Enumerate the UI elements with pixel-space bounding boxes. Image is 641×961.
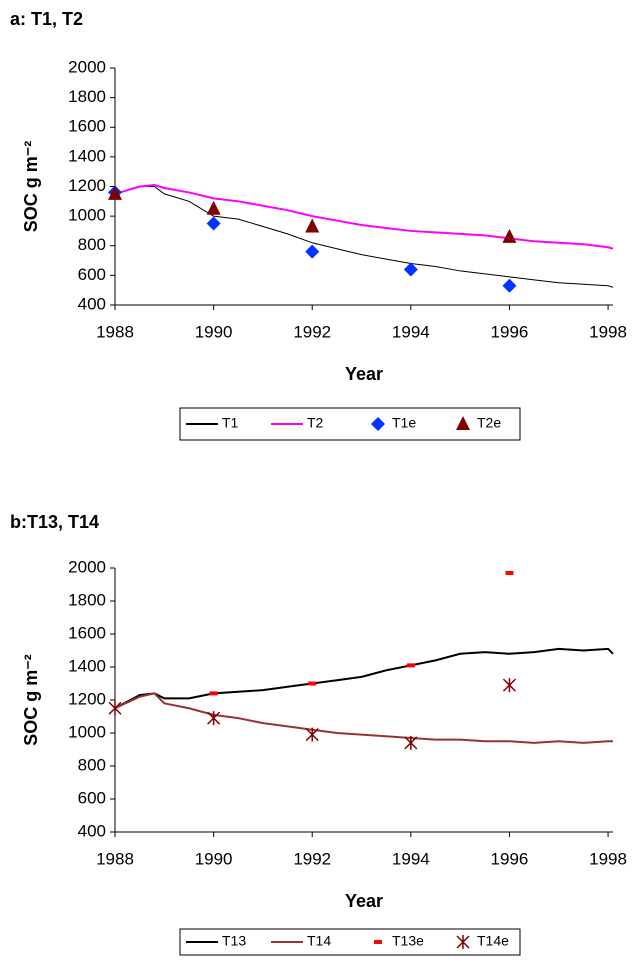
marker-asterisk xyxy=(502,678,516,693)
x-tick-label: 1994 xyxy=(392,322,430,341)
y-tick-label: 2000 xyxy=(68,57,106,76)
y-tick-label: 600 xyxy=(78,788,106,807)
y-tick-label: 1400 xyxy=(68,146,106,165)
y-tick-label: 2000 xyxy=(68,557,106,576)
series-line xyxy=(114,186,614,288)
x-tick-label: 1990 xyxy=(195,322,233,341)
y-tick-label: 1600 xyxy=(68,117,106,136)
x-axis-title: Year xyxy=(345,891,383,911)
marker-diamond xyxy=(206,216,221,231)
legend-label: T14e xyxy=(477,933,509,949)
marker-triangle xyxy=(502,228,517,243)
x-tick-label: 1998 xyxy=(589,849,627,868)
legend-label: T2 xyxy=(307,415,324,431)
x-tick-label: 1990 xyxy=(195,849,233,868)
legend-label: T14 xyxy=(307,933,331,949)
x-tick-label: 1992 xyxy=(293,322,331,341)
marker-dash xyxy=(406,663,415,668)
y-tick-label: 1800 xyxy=(68,590,106,609)
y-tick-label: 1000 xyxy=(68,206,106,225)
y-tick-label: 1400 xyxy=(68,656,106,675)
series-line xyxy=(114,692,613,744)
y-tick-label: 1600 xyxy=(68,623,106,642)
y-tick-label: 600 xyxy=(78,265,106,284)
legend-label: T13e xyxy=(392,933,424,949)
marker-diamond xyxy=(502,278,517,293)
y-tick-label: 1800 xyxy=(68,87,106,106)
marker-asterisk xyxy=(305,727,319,742)
legend-label: T13 xyxy=(222,933,246,949)
y-tick-label: 1200 xyxy=(68,689,106,708)
legend-label: T1e xyxy=(392,415,416,431)
marker-triangle xyxy=(305,218,320,233)
legend-label: T1 xyxy=(222,415,239,431)
x-tick-label: 1998 xyxy=(589,322,627,341)
x-tick-label: 1996 xyxy=(491,322,529,341)
marker-triangle xyxy=(206,200,221,215)
x-tick-label: 1996 xyxy=(491,849,529,868)
chart: b:T13, T14 SOC g m⁻² Year 400 600 800 1000 1200… xyxy=(10,512,627,956)
y-axis-title: SOC g m⁻² xyxy=(21,141,41,233)
marker-diamond xyxy=(305,244,320,259)
series-line xyxy=(114,647,614,710)
marker-asterisk xyxy=(108,701,122,716)
marker-asterisk xyxy=(404,735,418,750)
x-axis-title: Year xyxy=(345,364,383,384)
chart: a: T1, T2 SOC g m⁻² Year 400 600 800 1000 1200 1… xyxy=(10,9,627,441)
marker-triangle xyxy=(108,185,122,200)
y-tick-label: 1200 xyxy=(68,176,106,195)
y-tick-label: 800 xyxy=(78,755,106,774)
legend-label: T2e xyxy=(477,415,501,431)
marker-dash xyxy=(209,691,218,696)
series-line xyxy=(114,184,614,250)
x-tick-label: 1988 xyxy=(96,322,134,341)
marker-dash xyxy=(374,940,382,944)
marker-dash xyxy=(505,570,514,575)
y-tick-label: 800 xyxy=(78,235,106,254)
marker-diamond xyxy=(403,262,418,277)
y-tick-label: 400 xyxy=(78,294,106,313)
marker-diamond xyxy=(371,417,385,431)
marker-dash xyxy=(308,681,317,686)
marker-triangle xyxy=(456,416,470,430)
y-tick-label: 1000 xyxy=(68,722,106,741)
chart-title: b:T13, T14 xyxy=(10,512,99,532)
x-tick-label: 1994 xyxy=(392,849,430,868)
y-tick-label: 400 xyxy=(78,821,106,840)
chart-title: a: T1, T2 xyxy=(10,9,83,29)
marker-asterisk xyxy=(456,935,470,949)
y-axis-title: SOC g m⁻² xyxy=(21,654,41,746)
marker-asterisk xyxy=(207,711,221,726)
x-tick-label: 1992 xyxy=(293,849,331,868)
x-tick-label: 1988 xyxy=(96,849,134,868)
